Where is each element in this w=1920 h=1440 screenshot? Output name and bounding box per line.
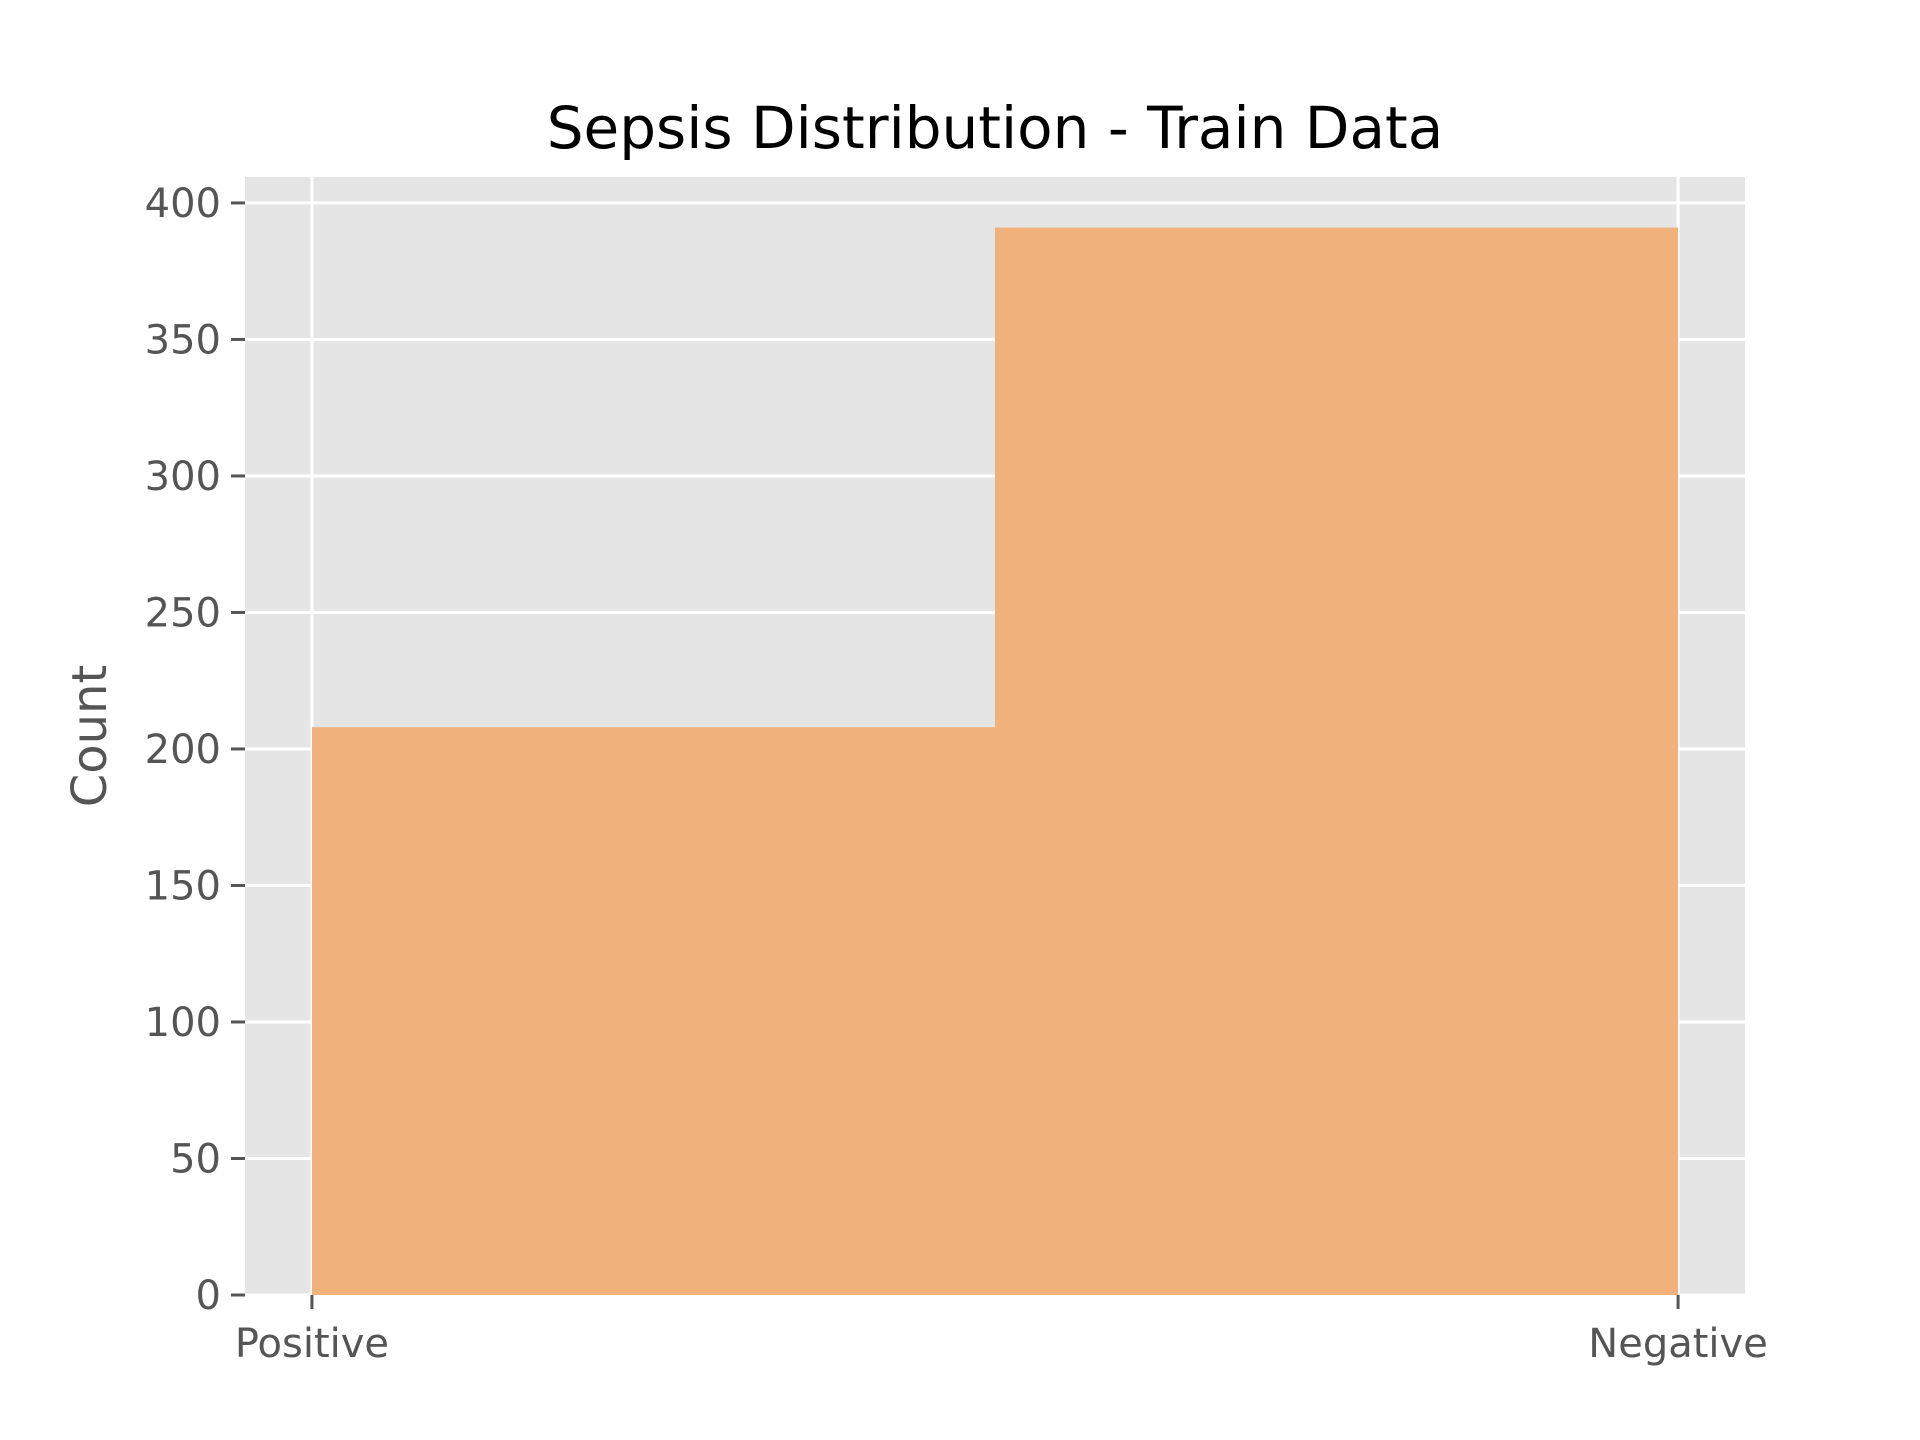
bar-positive <box>311 727 995 1295</box>
x-axis-ticks: Positive Negative <box>235 1295 1768 1367</box>
y-tick-label: 200 <box>145 727 221 773</box>
y-tick-label: 50 <box>170 1136 221 1182</box>
bars <box>311 227 1679 1295</box>
y-axis-label: Count <box>62 665 118 808</box>
y-tick-label: 400 <box>145 181 221 227</box>
y-tick-label: 100 <box>145 1000 221 1046</box>
y-tick-label: 300 <box>145 454 221 500</box>
chart-title: Sepsis Distribution - Train Data <box>547 94 1444 162</box>
y-tick-label: 350 <box>145 317 221 363</box>
y-tick-label: 250 <box>145 590 221 636</box>
bar-negative <box>995 227 1679 1295</box>
x-tick-label: Positive <box>235 1321 389 1367</box>
y-tick-label: 150 <box>145 863 221 909</box>
x-tick-label: Negative <box>1588 1321 1768 1367</box>
y-axis-ticks: 0 50 100 150 200 250 300 350 400 <box>145 181 245 1319</box>
y-tick-label: 0 <box>196 1273 221 1319</box>
